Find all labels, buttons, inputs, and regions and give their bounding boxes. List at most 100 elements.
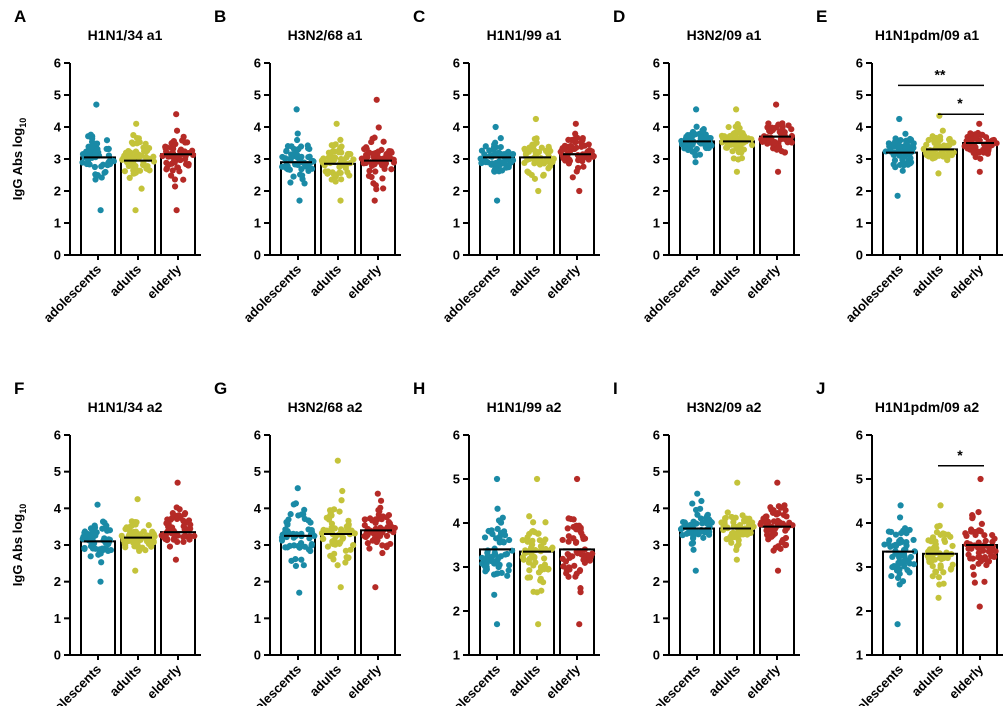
point-adults bbox=[939, 127, 946, 134]
point-adults bbox=[733, 106, 740, 113]
point-elderly bbox=[975, 509, 982, 516]
point-elderly bbox=[581, 535, 589, 542]
point-adolescents bbox=[887, 543, 894, 550]
x-tick-label: adults bbox=[908, 662, 946, 700]
x-tick-label: elderly bbox=[344, 661, 385, 702]
y-tick-label: 6 bbox=[653, 428, 660, 443]
point-adults bbox=[526, 567, 533, 574]
point-adolescents bbox=[896, 570, 903, 577]
point-adolescents bbox=[88, 138, 96, 146]
bar-adolescents bbox=[679, 527, 715, 656]
point-adults bbox=[126, 174, 133, 181]
panel-letter: A bbox=[14, 7, 26, 26]
panel-title: H1N1pdm/09 a2 bbox=[875, 399, 979, 415]
point-adolescents bbox=[495, 149, 502, 156]
point-adolescents bbox=[896, 514, 904, 521]
point-adolescents bbox=[488, 527, 495, 534]
point-elderly bbox=[780, 511, 787, 519]
point-elderly bbox=[968, 545, 975, 552]
y-tick-label: 6 bbox=[856, 428, 863, 443]
point-elderly bbox=[173, 207, 180, 214]
y-tick-label: 6 bbox=[453, 56, 460, 71]
point-adults bbox=[720, 134, 727, 141]
point-adolescents bbox=[491, 591, 498, 598]
x-tick-label: adults bbox=[908, 262, 946, 300]
point-elderly bbox=[184, 139, 191, 146]
point-adults bbox=[337, 584, 344, 591]
y-tick-label: 2 bbox=[653, 574, 660, 589]
y-tick-label: 5 bbox=[54, 88, 61, 103]
point-adults bbox=[320, 155, 327, 162]
point-adolescents bbox=[497, 135, 504, 142]
point-adolescents bbox=[294, 130, 301, 137]
point-elderly bbox=[158, 532, 165, 539]
point-adolescents bbox=[104, 162, 111, 169]
point-adolescents bbox=[89, 528, 96, 535]
point-elderly bbox=[773, 101, 780, 108]
point-adults bbox=[130, 170, 137, 177]
point-adults bbox=[946, 136, 953, 143]
point-adolescents bbox=[494, 505, 501, 512]
y-axis-label: IgG Abs log10 bbox=[10, 118, 28, 200]
point-adults bbox=[937, 502, 944, 509]
panel-f: F H1N1/34 a2 IgG Abs log10 0 1 2 3 4 5 6 adolescen… bbox=[10, 379, 201, 706]
point-adolescents bbox=[496, 533, 503, 540]
point-adolescents bbox=[300, 511, 307, 518]
point-elderly bbox=[770, 547, 777, 554]
point-adults bbox=[132, 207, 139, 214]
point-adults bbox=[932, 154, 939, 161]
y-tick-label: 3 bbox=[653, 538, 660, 553]
y-tick-label: 6 bbox=[856, 56, 863, 71]
panel-c: C H1N1/99 a1 0 1 2 3 4 5 6 adolescents adults elder… bbox=[413, 7, 600, 325]
point-adolescents bbox=[97, 578, 104, 585]
point-elderly bbox=[573, 526, 580, 533]
point-elderly bbox=[777, 504, 784, 511]
point-adults bbox=[923, 150, 930, 157]
point-elderly bbox=[572, 120, 579, 127]
point-adolescents bbox=[903, 542, 910, 549]
point-adolescents bbox=[494, 570, 501, 577]
point-adolescents bbox=[97, 207, 104, 214]
point-adolescents bbox=[91, 163, 98, 171]
point-elderly bbox=[177, 146, 185, 153]
point-elderly bbox=[969, 555, 976, 562]
point-adolescents bbox=[288, 143, 295, 150]
point-adolescents bbox=[296, 197, 303, 204]
y-tick-label: 2 bbox=[254, 574, 261, 589]
point-adults bbox=[724, 509, 731, 516]
point-adults bbox=[748, 141, 756, 149]
point-adolescents bbox=[292, 556, 299, 563]
y-tick-label: 5 bbox=[254, 464, 261, 479]
point-elderly bbox=[779, 536, 786, 544]
point-adolescents bbox=[482, 568, 489, 575]
point-adolescents bbox=[910, 561, 918, 568]
point-adolescents bbox=[307, 519, 314, 526]
point-adults bbox=[331, 550, 338, 557]
point-elderly bbox=[775, 144, 782, 152]
x-tick-label: adults bbox=[106, 662, 144, 700]
point-elderly bbox=[162, 143, 169, 150]
point-adults bbox=[338, 149, 345, 156]
point-adolescents bbox=[305, 154, 312, 161]
panel-letter: H bbox=[413, 379, 425, 398]
significance-label: ** bbox=[935, 66, 946, 82]
point-adults bbox=[732, 123, 739, 130]
point-adults bbox=[739, 512, 746, 519]
point-adults bbox=[535, 530, 542, 537]
point-elderly bbox=[566, 157, 574, 165]
point-elderly bbox=[169, 167, 176, 174]
point-elderly bbox=[361, 516, 369, 523]
point-adolescents bbox=[896, 566, 903, 573]
point-adolescents bbox=[497, 144, 504, 151]
point-adults bbox=[545, 155, 552, 162]
point-elderly bbox=[173, 127, 181, 134]
point-elderly bbox=[577, 589, 584, 596]
point-elderly bbox=[785, 122, 792, 129]
point-elderly bbox=[372, 168, 379, 175]
point-adults bbox=[135, 154, 142, 161]
point-adults bbox=[325, 154, 332, 161]
x-tick-label: adults bbox=[306, 662, 344, 700]
point-adults bbox=[132, 528, 140, 535]
point-adults bbox=[733, 546, 740, 554]
point-adolescents bbox=[688, 540, 695, 547]
